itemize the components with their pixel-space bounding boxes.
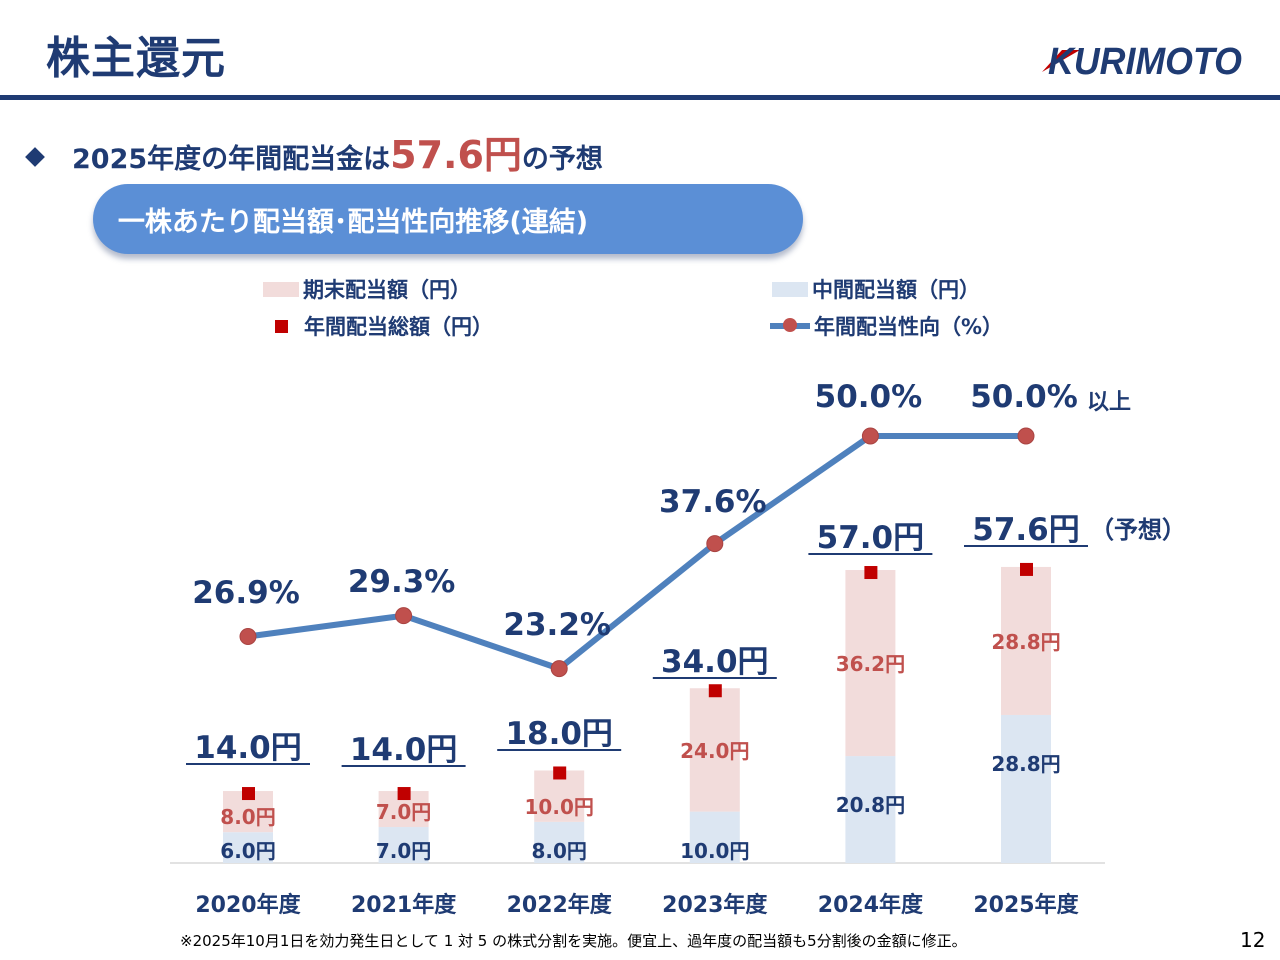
- legend-year-end: 期末配当額（円）: [263, 274, 471, 304]
- label-interim: 6.0円: [220, 839, 275, 863]
- legend-year-end-swatch: [263, 281, 299, 297]
- headline-highlight: 57.6円: [390, 133, 522, 177]
- label-payout-ratio: 50.0%: [815, 379, 923, 415]
- label-year-end: 36.2円: [836, 652, 905, 676]
- marker-annual-total: [242, 787, 255, 801]
- section-title: 一株あたり配当額･配当性向推移(連結): [117, 207, 589, 238]
- label-annual-total: 57.6円: [972, 512, 1080, 548]
- legend-payout-ratio-label: 年間配当性向（%）: [814, 315, 1004, 339]
- bar-year-end: [1001, 566, 1051, 715]
- bar-interim: [534, 821, 585, 863]
- kurimoto-logo: KURIMOTO: [1042, 41, 1242, 80]
- point-payout-ratio: [706, 535, 724, 553]
- label-interim: 20.8円: [836, 793, 905, 817]
- marker-annual-total: [397, 787, 411, 801]
- legend-year-end-label: 期末配当額（円）: [303, 278, 471, 302]
- x-tick-label: 2022年度: [507, 892, 613, 918]
- headline-prefix: 2025年度の年間配当金は: [72, 144, 391, 175]
- label-annual-total: 34.0円: [661, 644, 769, 680]
- bar-interim: [223, 832, 273, 863]
- logo-swoosh-icon: [1042, 50, 1080, 72]
- legend-payout-ratio: 年間配当性向（%）: [770, 311, 1003, 341]
- bar-year-end: [689, 688, 740, 812]
- legend-interim: 中間配当額（円）: [772, 274, 980, 304]
- x-tick-label: 2025年度: [973, 892, 1079, 918]
- marker-annual-total: [708, 684, 722, 698]
- x-tick-label: 2020年度: [195, 892, 301, 918]
- point-payout-ratio: [395, 607, 413, 625]
- footnote: ※2025年10月1日を効力発生日として 1 対 5 の株式分割を実施。便宜上、…: [180, 932, 967, 950]
- label-year-end: 10.0円: [525, 795, 594, 819]
- label-interim: 28.8円: [991, 752, 1060, 776]
- label-year-end: 28.8円: [991, 630, 1060, 654]
- x-tick-label: 2023年度: [662, 892, 768, 918]
- point-payout-ratio: [861, 427, 879, 445]
- label-interim: 7.0円: [376, 839, 431, 863]
- bar-interim: [845, 756, 896, 863]
- legend-interim-label: 中間配当額（円）: [812, 278, 980, 302]
- header-rule: [0, 95, 1280, 100]
- label-payout-ratio: 50.0%: [970, 379, 1078, 415]
- label-year-end: 7.0円: [376, 800, 431, 824]
- label-annual-total: 14.0円: [350, 732, 458, 768]
- bar-year-end: [845, 570, 896, 757]
- label-annual-total: 18.0円: [505, 716, 613, 752]
- payout-ratio-line: [247, 433, 1026, 672]
- label-payout-ratio: 29.3%: [348, 564, 456, 600]
- headline-suffix: の予想: [521, 144, 603, 175]
- label-interim: 10.0円: [680, 839, 749, 863]
- bar-interim: [689, 811, 740, 863]
- point-payout-ratio: [550, 660, 568, 678]
- legend-annual-total: 年間配当総額（円）: [263, 311, 493, 341]
- marker-annual-total: [1020, 562, 1033, 576]
- label-year-end: 24.0円: [680, 739, 749, 763]
- headline: 2025年度の年間配当金は 57.6円 の予想: [22, 124, 603, 179]
- x-tick-label: 2021年度: [351, 892, 457, 918]
- label-annual-total: 57.0円: [817, 520, 925, 556]
- label-interim: 8.0円: [531, 839, 586, 863]
- label-payout-ratio: 37.6%: [659, 484, 767, 520]
- annotation-or-more: 以上: [1087, 390, 1131, 415]
- x-tick-label: 2024年度: [818, 892, 924, 918]
- point-payout-ratio: [1017, 427, 1035, 445]
- label-payout-ratio: 23.2%: [503, 607, 611, 643]
- legend-annual-total-label: 年間配当総額（円）: [304, 315, 493, 339]
- label-year-end: 8.0円: [220, 805, 275, 829]
- point-payout-ratio: [239, 628, 257, 646]
- label-payout-ratio: 26.9%: [192, 575, 300, 611]
- bar-interim: [378, 827, 429, 863]
- legend-annual-total-swatch: [275, 319, 288, 333]
- page-number: 12: [1240, 928, 1266, 952]
- marker-annual-total: [864, 566, 878, 580]
- page-title: 株主還元: [46, 33, 226, 84]
- legend-interim-swatch: [772, 281, 808, 297]
- logo-wordmark: KURIMOTO: [1048, 41, 1242, 80]
- marker-annual-total: [553, 766, 567, 780]
- legend-payout-ratio-swatch: [770, 318, 810, 332]
- section-title-pill: 一株あたり配当額･配当性向推移(連結): [93, 184, 803, 254]
- bar-interim: [1001, 714, 1051, 863]
- label-annual-total: 14.0円: [194, 730, 302, 766]
- annotation-forecast: （予想）: [1090, 516, 1186, 544]
